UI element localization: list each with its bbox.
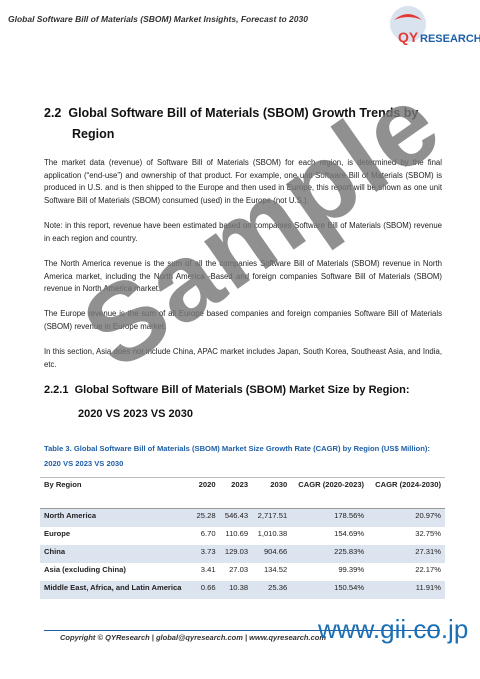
table-cell: 2,717.51 [252, 508, 292, 527]
footer-copyright: Copyright © QYResearch | global@qyresear… [60, 633, 327, 642]
table-cell: 3.41 [200, 565, 216, 574]
table-cell: 11.91% [368, 581, 445, 599]
table-cell: 22.17% [415, 565, 441, 574]
table-cell: 546.43 [219, 508, 253, 527]
table-row: Europe 6.70 110.69 1,010.38 154.69% 32.75% [40, 527, 445, 545]
region-name: China [40, 545, 192, 563]
section-title-cont: Region [72, 127, 115, 141]
table-cell: 154.69% [334, 529, 365, 538]
table-cell: 32.75% [415, 529, 441, 538]
subsection-heading: 2.2.1 Global Software Bill of Materials … [44, 384, 410, 396]
table-cell: 178.56% [291, 508, 369, 527]
table-cell: 904.66 [252, 545, 292, 563]
paragraph: The market data (revenue) of Software Bi… [44, 158, 442, 205]
column-header: 2030 [252, 477, 292, 509]
logo-brand: QY [398, 29, 419, 45]
table-header-row: By Region 2020 2023 2030 CAGR (2020-2023) CAG… [40, 477, 445, 509]
paragraph: The North America revenue is the sum of … [44, 259, 442, 294]
table-row: China 3.73 129.03 904.66 225.83% 27.31% [40, 545, 445, 563]
section-number: 2.2 [44, 106, 62, 120]
subsection-title: Global Software Bill of Materials (SBOM)… [74, 384, 410, 396]
table-row: Asia (excluding China) 3.41 27.03 134.52 99.… [40, 563, 445, 581]
logo-swoosh [394, 14, 422, 20]
table-cell: 110.69 [225, 529, 249, 538]
paragraph: The Europe revenue is the sum of all Eur… [44, 309, 442, 331]
table-cell: 27.03 [229, 565, 249, 574]
column-header: By Region [40, 477, 192, 509]
table-cell: 3.73 [191, 545, 220, 563]
table-cell: 134.52 [263, 565, 288, 574]
section-heading: 2.2 Global Software Bill of Materials (S… [44, 106, 418, 120]
region-name: Asia (excluding China) [44, 565, 126, 574]
logo-suffix: RESEARCH [420, 33, 480, 45]
table-row: Middle East, Africa, and Latin America 0.… [40, 581, 445, 599]
paragraph: Note: in this report, revenue have been … [44, 221, 442, 243]
region-name: Middle East, Africa, and Latin America [40, 581, 192, 599]
table-cell: 99.39% [338, 565, 365, 574]
column-header: CAGR (2024-2030) [368, 477, 445, 509]
footer-rule [44, 630, 440, 631]
table: By Region 2020 2023 2030 CAGR (2020-2023) CAG… [40, 477, 445, 599]
table-cell: 27.31% [368, 545, 445, 563]
footer-site: www.gii.co.jp [318, 614, 469, 644]
table-cell: 10.38 [219, 581, 253, 599]
column-header: 2023 [219, 477, 253, 509]
table-body: North America 25.28 546.43 2,717.51 178.56% 2… [40, 508, 445, 599]
column-header: 2020 [191, 477, 220, 509]
table-cell: 20.97% [368, 508, 445, 527]
table-cell: 225.83% [291, 545, 369, 563]
logo: QY RESEARCH [390, 6, 480, 45]
section-title: Global Software Bill of Materials (SBOM)… [68, 106, 419, 120]
table-cell: 1,010.38 [257, 529, 288, 538]
subsection-title-cont: 2020 VS 2023 VS 2030 [78, 408, 193, 420]
region-name: Europe [44, 529, 71, 538]
logo-globe [390, 6, 426, 42]
column-header: CAGR (2020-2023) [291, 477, 369, 509]
subsection-number: 2.2.1 [44, 384, 69, 396]
table-cell: 25.28 [191, 508, 220, 527]
table-row: North America 25.28 546.43 2,717.51 178.56% 2… [40, 508, 445, 527]
paragraph: In this section, Asia does not include C… [44, 347, 442, 369]
table-cell: 0.66 [191, 581, 220, 599]
table-cell: 129.03 [219, 545, 253, 563]
table-cell: 150.54% [291, 581, 369, 599]
header-title: Global Software Bill of Materials (SBOM)… [8, 14, 308, 24]
region-name: North America [40, 508, 192, 527]
table-cell: 25.36 [252, 581, 292, 599]
table-cell: 6.70 [200, 529, 216, 538]
table-caption: Table 3. Global Software Bill of Materia… [44, 444, 430, 468]
